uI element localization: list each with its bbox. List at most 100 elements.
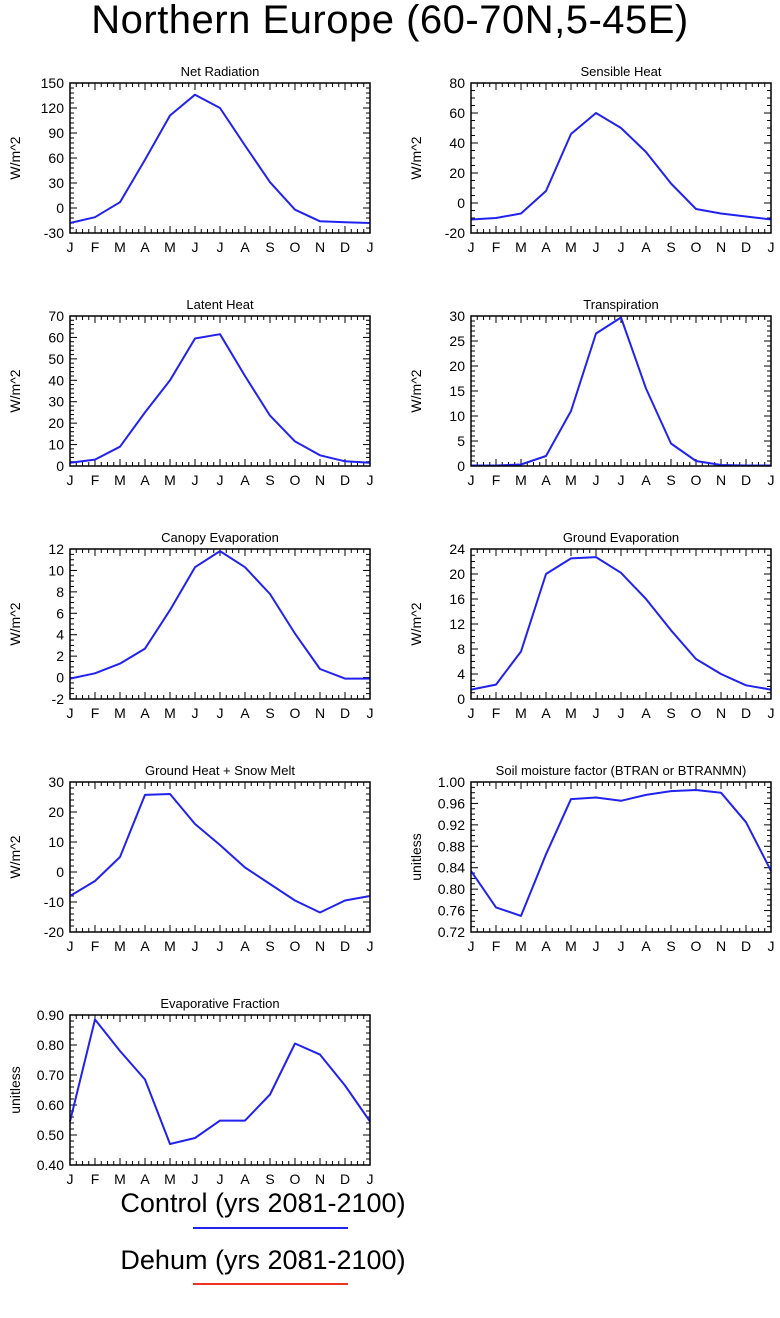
y-axis-label: unitless: [408, 833, 424, 880]
x-tick-label: M: [565, 239, 577, 255]
y-tick-label: 12: [48, 541, 64, 557]
y-tick-label: 0: [56, 864, 64, 880]
y-tick-label: 20: [48, 415, 64, 431]
chart-panel: Ground Heat + Snow Melt W/m^2 -20 -10 0 10 20 3…: [7, 763, 374, 954]
x-tick-label: O: [290, 938, 301, 954]
x-tick-label: J: [367, 472, 374, 488]
x-tick-label: A: [240, 239, 250, 255]
x-tick-label: J: [67, 472, 74, 488]
x-tick-label: S: [265, 1171, 274, 1187]
page-title: Northern Europe (60-70N,5-45E): [91, 0, 689, 42]
x-tick-label: M: [164, 239, 176, 255]
x-tick-label: A: [541, 938, 551, 954]
plot-frame: [470, 82, 772, 234]
series-line: [69, 550, 370, 680]
y-tick-label: -20: [44, 924, 64, 940]
x-tick-label: O: [290, 239, 301, 255]
x-tick-label: M: [164, 705, 176, 721]
plot-frame: [470, 548, 772, 700]
y-tick-label: 10: [449, 408, 465, 424]
legend-line-dehum: [193, 1283, 348, 1285]
x-tick-label: M: [565, 472, 577, 488]
y-tick-label: 120: [41, 100, 65, 116]
x-tick-label: S: [666, 239, 675, 255]
x-tick-label: A: [140, 239, 150, 255]
y-tick-label: 6: [56, 605, 64, 621]
x-tick-label: A: [140, 1171, 150, 1187]
x-tick-label: M: [114, 938, 126, 954]
y-tick-label: 0.92: [438, 817, 465, 833]
x-tick-label: A: [541, 705, 551, 721]
y-tick-label: 15: [449, 383, 465, 399]
y-tick-label: 40: [48, 372, 64, 388]
x-tick-label: M: [164, 1171, 176, 1187]
x-tick-label: J: [593, 705, 600, 721]
y-tick-label: 30: [48, 394, 64, 410]
y-tick-label: 0.40: [37, 1157, 64, 1173]
x-tick-label: J: [618, 705, 625, 721]
y-tick-label: 150: [41, 75, 65, 91]
x-tick-label: O: [290, 705, 301, 721]
series-line: [471, 316, 771, 467]
y-axis-label: W/m^2: [408, 136, 424, 179]
x-tick-label: N: [315, 938, 325, 954]
x-tick-label: M: [114, 239, 126, 255]
x-tick-label: O: [691, 938, 702, 954]
x-tick-label: J: [192, 472, 199, 488]
x-tick-label: J: [468, 472, 475, 488]
x-tick-label: S: [265, 472, 274, 488]
x-tick-label: M: [114, 1171, 126, 1187]
x-tick-label: J: [217, 938, 224, 954]
x-tick-label: A: [240, 1171, 250, 1187]
plot-frame: [69, 781, 371, 933]
x-tick-label: J: [468, 705, 475, 721]
x-tick-label: M: [164, 472, 176, 488]
y-tick-label: -10: [44, 894, 64, 910]
y-tick-label: -30: [44, 225, 64, 241]
y-tick-label: 25: [449, 333, 465, 349]
x-tick-label: D: [340, 472, 350, 488]
y-tick-label: 20: [449, 165, 465, 181]
x-tick-label: A: [641, 705, 651, 721]
y-tick-label: -2: [52, 691, 65, 707]
y-tick-label: 40: [449, 135, 465, 151]
x-tick-label: N: [716, 472, 726, 488]
y-tick-label: 0.88: [438, 838, 465, 854]
plot-frame: [69, 548, 371, 700]
x-tick-label: J: [67, 1171, 74, 1187]
x-tick-label: J: [468, 239, 475, 255]
x-tick-label: O: [290, 472, 301, 488]
y-tick-label: 0.72: [438, 924, 465, 940]
y-tick-label: 24: [449, 541, 465, 557]
x-tick-label: M: [515, 705, 527, 721]
x-tick-label: J: [192, 938, 199, 954]
x-tick-label: J: [618, 938, 625, 954]
series-line: [470, 112, 772, 221]
y-tick-label: 2: [56, 648, 64, 664]
x-tick-label: D: [340, 705, 350, 721]
x-tick-label: F: [91, 239, 100, 255]
y-tick-label: 20: [449, 566, 465, 582]
x-tick-label: J: [768, 705, 775, 721]
x-tick-label: O: [691, 472, 702, 488]
x-tick-label: J: [217, 472, 224, 488]
x-tick-label: M: [164, 938, 176, 954]
chart-title: Ground Evaporation: [563, 530, 679, 545]
x-tick-label: D: [741, 938, 751, 954]
y-tick-label: 0: [457, 195, 465, 211]
x-tick-label: N: [315, 705, 325, 721]
y-tick-label: 70: [48, 308, 64, 324]
x-tick-label: J: [367, 938, 374, 954]
x-tick-label: J: [468, 938, 475, 954]
x-tick-label: N: [315, 472, 325, 488]
x-tick-label: N: [716, 239, 726, 255]
x-tick-label: O: [691, 705, 702, 721]
y-tick-label: 0.80: [37, 1037, 64, 1053]
y-tick-label: 0.76: [438, 903, 465, 919]
x-tick-label: J: [217, 705, 224, 721]
chart-title: Evaporative Fraction: [160, 996, 279, 1011]
x-tick-label: J: [217, 239, 224, 255]
x-tick-label: M: [515, 239, 527, 255]
x-tick-label: D: [741, 705, 751, 721]
